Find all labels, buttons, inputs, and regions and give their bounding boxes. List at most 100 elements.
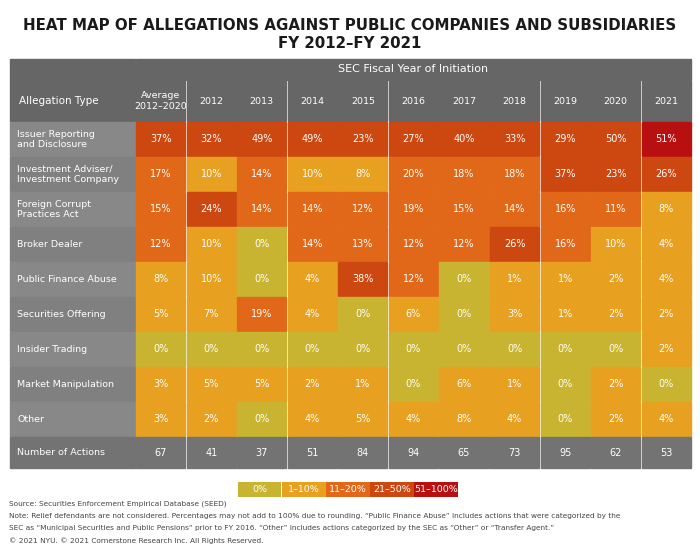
- Text: 10%: 10%: [200, 239, 222, 249]
- Text: 2012: 2012: [199, 97, 223, 105]
- Text: 2015: 2015: [351, 97, 375, 105]
- Text: Broker Dealer: Broker Dealer: [18, 240, 83, 249]
- Text: 23%: 23%: [605, 169, 626, 179]
- Text: 4%: 4%: [659, 274, 674, 284]
- Text: 0%: 0%: [406, 379, 421, 389]
- Text: 0%: 0%: [356, 309, 370, 319]
- Text: 50%: 50%: [605, 134, 626, 144]
- Text: 5%: 5%: [153, 309, 168, 319]
- Text: 3%: 3%: [153, 379, 168, 389]
- Text: 4%: 4%: [659, 414, 674, 424]
- Text: 18%: 18%: [454, 169, 475, 179]
- Text: 2%: 2%: [659, 344, 674, 354]
- Text: 5%: 5%: [355, 414, 370, 424]
- Text: 1%: 1%: [356, 379, 370, 389]
- Text: 0%: 0%: [406, 344, 421, 354]
- Text: 13%: 13%: [352, 239, 374, 249]
- Text: 95: 95: [559, 448, 571, 458]
- Text: 49%: 49%: [251, 134, 272, 144]
- Text: Securities Offering: Securities Offering: [18, 310, 106, 319]
- Text: 8%: 8%: [456, 414, 472, 424]
- Text: 15%: 15%: [454, 204, 475, 214]
- Text: 4%: 4%: [304, 309, 320, 319]
- Text: 4%: 4%: [304, 414, 320, 424]
- Text: 6%: 6%: [406, 309, 421, 319]
- Text: 3%: 3%: [507, 309, 522, 319]
- Text: 0%: 0%: [456, 344, 472, 354]
- Text: Issuer Reporting
and Disclosure: Issuer Reporting and Disclosure: [18, 130, 95, 149]
- Text: 37%: 37%: [150, 134, 171, 144]
- Text: © 2021 NYU. © 2021 Cornerstone Research Inc. All Rights Reserved.: © 2021 NYU. © 2021 Cornerstone Research …: [9, 537, 264, 544]
- Text: 17%: 17%: [150, 169, 171, 179]
- Text: 65: 65: [458, 448, 470, 458]
- Text: 2019: 2019: [553, 97, 578, 105]
- Text: 2%: 2%: [204, 414, 219, 424]
- Text: 67: 67: [155, 448, 167, 458]
- Text: 0%: 0%: [254, 239, 270, 249]
- Text: 11%: 11%: [605, 204, 626, 214]
- Text: 37: 37: [256, 448, 268, 458]
- Text: 0%: 0%: [608, 344, 624, 354]
- Text: SEC as “Municipal Securities and Public Pensions” prior to FY 2016. “Other” incl: SEC as “Municipal Securities and Public …: [9, 525, 554, 531]
- Text: 2%: 2%: [608, 414, 624, 424]
- Text: 0%: 0%: [356, 344, 370, 354]
- Text: 62: 62: [610, 448, 622, 458]
- Text: Allegation Type: Allegation Type: [18, 96, 98, 106]
- Text: 12%: 12%: [402, 274, 424, 284]
- Text: 2017: 2017: [452, 97, 476, 105]
- Text: 26%: 26%: [504, 239, 526, 249]
- Text: 8%: 8%: [659, 204, 674, 214]
- Text: 4%: 4%: [406, 414, 421, 424]
- Text: 14%: 14%: [302, 204, 323, 214]
- Text: 7%: 7%: [204, 309, 219, 319]
- Text: 1%: 1%: [507, 379, 522, 389]
- Text: 20%: 20%: [402, 169, 424, 179]
- Text: 0%: 0%: [153, 344, 168, 354]
- Text: Average
2012–2020: Average 2012–2020: [134, 92, 187, 111]
- Text: 18%: 18%: [504, 169, 525, 179]
- Text: 40%: 40%: [454, 134, 475, 144]
- Text: 19%: 19%: [251, 309, 272, 319]
- Text: Market Manipulation: Market Manipulation: [18, 380, 114, 388]
- Text: 2013: 2013: [250, 97, 274, 105]
- Text: 51%: 51%: [656, 134, 677, 144]
- Text: 14%: 14%: [504, 204, 525, 214]
- Text: 2%: 2%: [659, 309, 674, 319]
- Text: Other: Other: [18, 415, 44, 424]
- Text: 0%: 0%: [558, 379, 573, 389]
- Text: 8%: 8%: [153, 274, 168, 284]
- Text: 0%: 0%: [252, 485, 267, 494]
- Text: 0%: 0%: [204, 344, 219, 354]
- Text: 33%: 33%: [504, 134, 525, 144]
- Text: Public Finance Abuse: Public Finance Abuse: [18, 275, 117, 284]
- Text: 38%: 38%: [352, 274, 374, 284]
- Text: 14%: 14%: [302, 239, 323, 249]
- Text: Source: Securities Enforcement Empirical Database (SEED): Source: Securities Enforcement Empirical…: [9, 501, 227, 507]
- Text: 15%: 15%: [150, 204, 171, 214]
- Text: 0%: 0%: [254, 414, 270, 424]
- Text: 0%: 0%: [558, 344, 573, 354]
- Text: 0%: 0%: [659, 379, 674, 389]
- Text: 19%: 19%: [402, 204, 424, 214]
- Text: Foreign Corrupt
Practices Act: Foreign Corrupt Practices Act: [18, 200, 91, 219]
- Text: 5%: 5%: [254, 379, 270, 389]
- Text: 2%: 2%: [608, 274, 624, 284]
- Text: 2018: 2018: [503, 97, 526, 105]
- Text: 37%: 37%: [554, 169, 576, 179]
- Text: 8%: 8%: [356, 169, 370, 179]
- Text: 0%: 0%: [456, 274, 472, 284]
- Text: 2020: 2020: [603, 97, 628, 105]
- Text: 12%: 12%: [454, 239, 475, 249]
- Text: 16%: 16%: [554, 239, 576, 249]
- Text: 0%: 0%: [254, 344, 270, 354]
- Text: 12%: 12%: [150, 239, 171, 249]
- Text: Investment Adviser/
Investment Company: Investment Adviser/ Investment Company: [18, 165, 119, 184]
- Text: 2014: 2014: [300, 97, 324, 105]
- Text: 2%: 2%: [304, 379, 320, 389]
- Text: 32%: 32%: [200, 134, 222, 144]
- Text: 0%: 0%: [507, 344, 522, 354]
- Text: Number of Actions: Number of Actions: [18, 448, 105, 457]
- Text: 24%: 24%: [200, 204, 222, 214]
- Text: 1–10%: 1–10%: [288, 485, 320, 494]
- Text: 51: 51: [306, 448, 318, 458]
